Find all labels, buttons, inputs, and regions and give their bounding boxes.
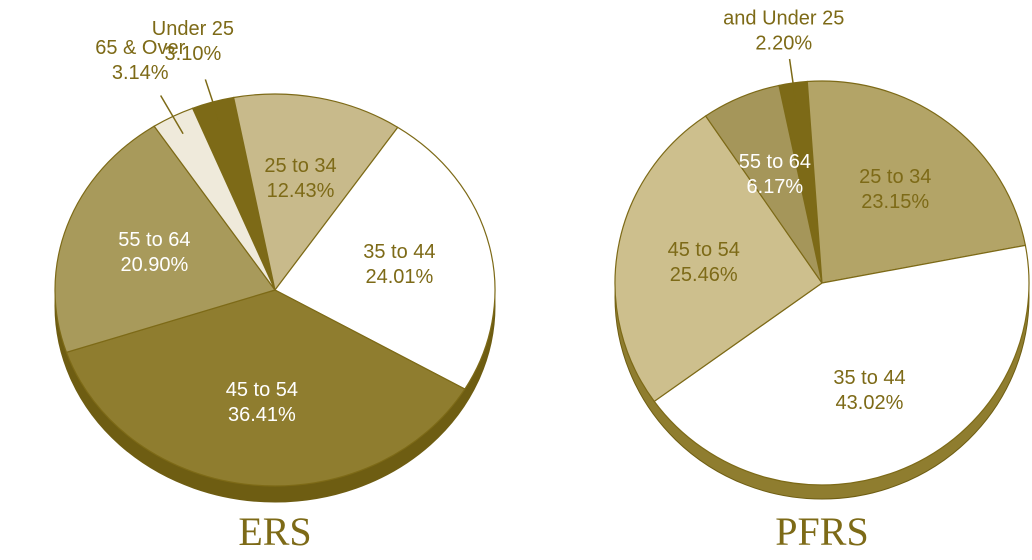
category-label: 45 to 54 <box>225 379 299 402</box>
leader-line <box>159 95 184 135</box>
slice-label: 35 to 44 24.01% <box>363 240 435 290</box>
category-label: 55 to 64 <box>118 228 191 251</box>
value-label: 6.17% <box>746 176 804 199</box>
value-label: 3.14% <box>111 61 169 84</box>
slice-label: 25 to 34 23.15% <box>859 165 931 215</box>
category-label: 35 to 44 <box>833 366 906 389</box>
category-label: 35 to 44 <box>363 240 436 263</box>
value-label: 23.15% <box>861 191 930 214</box>
pie-slice <box>704 84 823 284</box>
slice-label: 35 to 44 43.02% <box>833 366 905 416</box>
leader-line <box>788 58 797 104</box>
pie-slice <box>614 115 823 403</box>
category-label: 65 & Over and Under 25 <box>723 0 845 30</box>
pie-slice <box>806 80 1027 284</box>
pie-slice <box>274 126 496 390</box>
category-label: 65 & Over <box>95 36 186 59</box>
chart-title: ERS <box>238 509 312 554</box>
slice-label: 45 to 54 36.41% <box>226 378 298 428</box>
value-label: 36.41% <box>227 404 296 427</box>
category-label: 55 to 64 <box>738 151 812 174</box>
slice-label: 65 & Over and Under 252.20% <box>723 0 844 56</box>
pie-slice <box>232 93 399 292</box>
value-label: 25.46% <box>669 263 738 286</box>
pie-slice <box>54 125 276 354</box>
chart-title: PFRS <box>775 509 869 554</box>
slice-label: Under 25 3.10% <box>152 17 234 67</box>
value-label: 2.20% <box>755 32 813 55</box>
slice-label: 45 to 54 25.46% <box>668 238 740 288</box>
slice-label: 55 to 64 20.90% <box>118 228 190 278</box>
slice-label: 55 to 64 6.17% <box>739 150 811 200</box>
value-label: 12.43% <box>266 179 335 202</box>
category-label: 25 to 34 <box>859 166 932 189</box>
value-label: 3.10% <box>164 42 222 65</box>
value-label: 20.90% <box>120 253 189 276</box>
category-label: Under 25 <box>151 17 235 40</box>
value-label: 24.01% <box>365 265 434 288</box>
category-label: 25 to 34 <box>264 154 337 177</box>
slice-label: 25 to 34 12.43% <box>264 154 336 204</box>
leader-line <box>204 79 220 122</box>
pie-slice <box>653 244 1030 486</box>
pie-slice <box>65 289 466 487</box>
value-label: 43.02% <box>835 391 904 414</box>
slice-label: 65 & Over 3.14% <box>95 36 185 86</box>
category-label: 45 to 54 <box>667 238 740 261</box>
